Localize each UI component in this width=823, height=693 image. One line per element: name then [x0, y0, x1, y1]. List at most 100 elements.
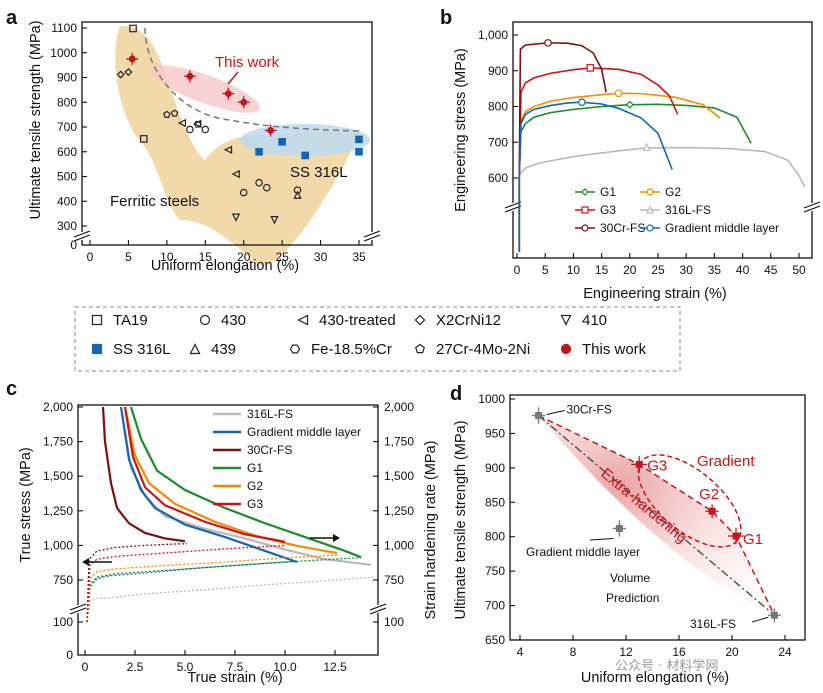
- shared-legend-label-430-treated: 430-treated: [319, 312, 396, 329]
- panel-c-y2label: Strain hardening rate (MPa): [423, 441, 439, 620]
- c-legend-label-316l-fs: 316L-FS: [247, 407, 293, 421]
- marker-430: [201, 125, 210, 134]
- point-label-30cr-fs: 30Cr-FS: [567, 403, 612, 417]
- panel-d-xtick-label: 8: [570, 645, 577, 659]
- gradient-annotation: Gradient: [697, 453, 755, 470]
- panel-d-xtick-label: 24: [778, 645, 792, 659]
- panel-b-axis-break-gap: [506, 203, 520, 211]
- panel-a-ytick-label: 500: [57, 170, 77, 184]
- shared-legend: TA19 430 430-treated X2CrNi12 410 SS 316L 439 F…: [74, 306, 681, 372]
- line-gradient-middle-layer: [518, 101, 673, 179]
- stress-line-30cr-fs: [86, 543, 188, 623]
- this-work-point: [186, 72, 194, 80]
- panel-a-axis-break-mark: [73, 230, 91, 238]
- gradient-trend-line: [538, 414, 776, 616]
- panel-d-ylabel: Ultimate tensile strength (MPa): [453, 420, 469, 619]
- hardening-line-g3: [123, 406, 286, 544]
- panel-label-c: c: [6, 378, 17, 400]
- line-g2-marker: [614, 89, 623, 98]
- panel-a-xtick-label: 35: [352, 250, 366, 264]
- this-work-arrow: [227, 71, 239, 85]
- legend-label-gradient-middle-layer: Gradient middle layer: [665, 221, 779, 235]
- marker-x2crni12: [124, 68, 133, 77]
- marker-410: [231, 213, 241, 222]
- marker-27cr-4mo-2ni: [163, 110, 171, 118]
- panel-c-axis-break-mark: [69, 603, 87, 611]
- panel-d-xtick-label: 20: [725, 645, 739, 659]
- panel-c-low-ytick-label: 100: [53, 615, 73, 629]
- line-g2: [518, 92, 721, 179]
- panel-a-axis-break-mark: [363, 234, 381, 242]
- marker-27cr-4mo-2ni: [170, 109, 179, 117]
- point-g3: [635, 460, 643, 468]
- panel-a-xtick-label: 5: [125, 250, 132, 264]
- marker-x2crni12: [116, 70, 125, 79]
- panel-a-xtick-label: 20: [237, 250, 251, 264]
- shared-legend-label-ss-316l: SS 316L: [113, 341, 171, 358]
- panel-c-y2-ytick-label: 1,500: [384, 469, 414, 483]
- point-label-gradient-middle-layer: Gradient middle layer: [526, 545, 640, 559]
- panel-c-axis-break-mark: [69, 607, 87, 615]
- marker-439: [293, 190, 302, 199]
- stress-line-gradient-middle-layer: [86, 560, 298, 623]
- marker-410: [270, 216, 279, 225]
- point-label-316l-fs: 316L-FS: [690, 617, 736, 631]
- panel-b-xtick-label: 25: [651, 263, 665, 277]
- shared-legend-marker-ta19: [91, 314, 103, 326]
- panel-a-axis-break-mark: [363, 230, 381, 238]
- c-legend-label-g1: G1: [247, 461, 263, 475]
- volume-annotation: Volume: [610, 571, 650, 585]
- ferritic-annotation: Ferritic steels: [110, 193, 199, 210]
- shared-legend-marker-fe-18-5-cr: [289, 344, 301, 354]
- panel-c-ytick-label: 750: [53, 573, 73, 587]
- panel-c-axis-break-gap: [71, 605, 85, 613]
- panel-c-frame: [77, 404, 379, 656]
- marker-ss-316l: [355, 147, 363, 156]
- shared-legend-marker-this-work: [560, 343, 572, 355]
- this-work-annotation: This work: [215, 54, 280, 71]
- stress-line-g3: [86, 544, 286, 623]
- line-g1: [518, 103, 752, 179]
- panel-b-xlabel: Engineering strain (%): [583, 286, 726, 302]
- panel-b-xtick-label: 45: [764, 263, 778, 277]
- panel-b-ytick-label: 900: [488, 64, 508, 78]
- panel-b-xtick-label: 35: [708, 263, 722, 277]
- point-gradient-middle-layer: [615, 524, 623, 532]
- legend-marker-316l-fs: [646, 205, 654, 214]
- panel-a-xtick-label: 30: [314, 250, 328, 264]
- hardening-line-g1: [129, 406, 362, 559]
- c-legend-label-g3: G3: [247, 497, 263, 511]
- c-legend-label-gradient-middle-layer: Gradient middle layer: [247, 425, 361, 439]
- panel-d-frame: [509, 394, 806, 641]
- panel-d-xtick-label: 4: [517, 645, 524, 659]
- panel-a-ytick-label: 1000: [50, 46, 77, 60]
- panel-a-ytick-label: 700: [57, 120, 77, 134]
- shared-legend-marker-ss-316l: [91, 343, 103, 355]
- volume-prediction-line: [538, 415, 775, 616]
- panel-b-axis-break-mark: [504, 205, 522, 213]
- panel-d-ytick-label: 700: [485, 599, 505, 613]
- panel-a-xtick-label: 15: [199, 250, 213, 264]
- marker-ss-316l: [278, 138, 286, 146]
- panel-a-xtick-label: 0: [87, 250, 94, 264]
- panel-c-ytick-label: 1,500: [43, 469, 73, 483]
- marker-430: [255, 178, 263, 187]
- panel-c-xlabel: True strain (%): [187, 670, 282, 686]
- legend-marker-g1: [581, 188, 589, 196]
- panel-b-frame: [512, 21, 813, 259]
- legend-label-g1: G1: [600, 185, 616, 199]
- panel-a-ylabel: Ultimate tensile strength (MPa): [28, 20, 44, 219]
- panel-d-xlabel: Uniform elongation (%): [581, 670, 729, 686]
- marker-430: [186, 125, 194, 134]
- panel-b-axis-break-gap: [805, 203, 819, 211]
- c-legend-label-g2: G2: [247, 479, 263, 493]
- panel-b-xtick-label: 5: [542, 263, 549, 277]
- panel-d-ytick-label: 950: [485, 426, 505, 440]
- panel-a-ytick-label: 400: [57, 194, 77, 208]
- panel-a-xtick-label: 10: [160, 250, 174, 264]
- shared-legend-marker-430: [199, 314, 211, 326]
- marker-430-treated: [177, 118, 187, 128]
- panel-b-ytick-label: 600: [488, 171, 508, 185]
- panel-a-xlabel: Uniform elongation (%): [151, 258, 299, 274]
- label-arrow-30cr-fs: [546, 410, 565, 416]
